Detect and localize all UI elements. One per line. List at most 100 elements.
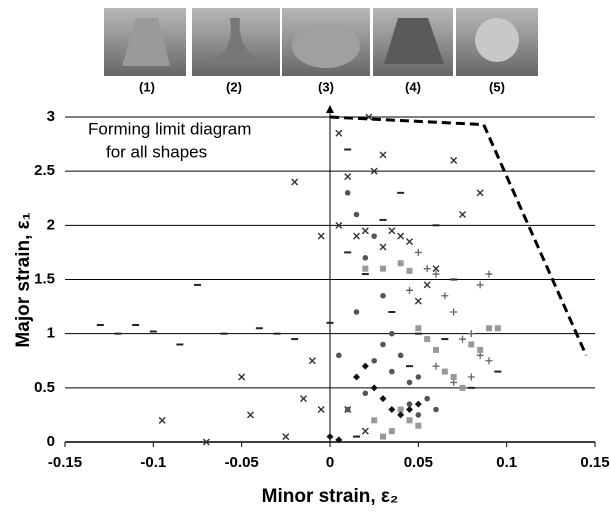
point xyxy=(247,411,254,419)
point xyxy=(459,384,466,391)
axis-arrow xyxy=(326,105,334,113)
point xyxy=(424,395,430,402)
point xyxy=(389,368,395,375)
point xyxy=(388,227,396,235)
point xyxy=(415,325,422,332)
point xyxy=(353,309,360,315)
photo-shape xyxy=(122,18,170,66)
point xyxy=(485,270,493,278)
point xyxy=(362,265,369,272)
point xyxy=(353,373,360,381)
point xyxy=(414,297,422,305)
x-tick-label: 0.15 xyxy=(580,454,609,471)
point xyxy=(397,352,404,359)
photos xyxy=(104,8,538,76)
x-tick-label: -0.05 xyxy=(225,454,259,471)
point xyxy=(380,341,386,348)
point xyxy=(336,352,342,359)
point xyxy=(485,357,493,365)
point xyxy=(282,433,290,441)
point xyxy=(441,368,448,375)
point xyxy=(300,395,307,403)
point xyxy=(389,330,395,337)
point xyxy=(424,336,431,343)
point xyxy=(380,265,386,272)
point xyxy=(361,427,369,435)
point xyxy=(326,433,334,441)
y-tick-label: 1.5 xyxy=(34,270,55,287)
point xyxy=(406,379,413,386)
point xyxy=(433,346,439,353)
point xyxy=(450,156,458,164)
point xyxy=(433,406,439,413)
y-tick-label: 0.5 xyxy=(34,379,55,396)
point xyxy=(494,325,501,332)
point xyxy=(370,384,378,392)
point xyxy=(423,265,431,273)
point xyxy=(370,167,378,175)
y-tick-label: 2.5 xyxy=(34,162,55,179)
point xyxy=(415,412,422,418)
point xyxy=(379,243,387,251)
photo-label: (5) xyxy=(489,79,505,94)
point xyxy=(362,390,369,397)
point xyxy=(406,267,413,274)
point xyxy=(406,238,413,246)
point xyxy=(238,373,246,381)
point xyxy=(158,416,166,424)
point xyxy=(406,401,413,407)
point xyxy=(353,211,360,218)
point xyxy=(362,255,369,261)
point xyxy=(476,189,484,197)
point xyxy=(397,232,405,240)
photo-label: (2) xyxy=(226,79,242,94)
point xyxy=(388,428,395,435)
y-tick-label: 2 xyxy=(47,216,55,233)
x-tick-label: -0.1 xyxy=(140,454,166,471)
point xyxy=(406,286,413,294)
annotation: for all shapes xyxy=(106,142,207,161)
point xyxy=(414,248,422,256)
point xyxy=(486,325,492,332)
point xyxy=(459,335,466,343)
point xyxy=(414,400,422,408)
point xyxy=(353,232,360,240)
photo-shape xyxy=(200,18,276,64)
point xyxy=(476,281,484,289)
x-axis-title: Minor strain, ε₂ xyxy=(262,486,399,507)
point xyxy=(441,292,449,300)
x-tick-label: 0 xyxy=(326,454,334,471)
point xyxy=(335,436,343,444)
point xyxy=(397,411,405,419)
limit-curve xyxy=(329,115,588,356)
point xyxy=(371,233,377,239)
point xyxy=(380,433,386,440)
point xyxy=(317,406,325,413)
photo-label: (4) xyxy=(405,79,421,94)
point xyxy=(432,270,440,278)
photo-shape xyxy=(292,24,360,68)
photo-label: (3) xyxy=(318,79,334,94)
x-tick-label: -0.15 xyxy=(48,454,82,471)
point xyxy=(476,351,484,359)
point xyxy=(406,417,413,424)
photo-shape xyxy=(475,18,519,62)
point xyxy=(344,173,352,181)
point xyxy=(202,438,210,446)
point xyxy=(317,232,325,240)
photo-shape xyxy=(384,18,444,64)
point xyxy=(344,406,351,413)
photo-labels: (1) (2) (3) (4) (5) xyxy=(139,79,505,94)
point xyxy=(379,395,387,403)
point xyxy=(450,308,458,316)
y-tick-label: 0 xyxy=(47,433,55,450)
point xyxy=(308,357,316,365)
photo-label: (1) xyxy=(139,79,155,94)
point xyxy=(335,129,343,137)
annotation: Forming limit diagram xyxy=(88,119,251,138)
point xyxy=(423,281,431,289)
point xyxy=(450,374,457,380)
point xyxy=(459,211,466,218)
point xyxy=(361,227,369,235)
point xyxy=(335,221,343,229)
